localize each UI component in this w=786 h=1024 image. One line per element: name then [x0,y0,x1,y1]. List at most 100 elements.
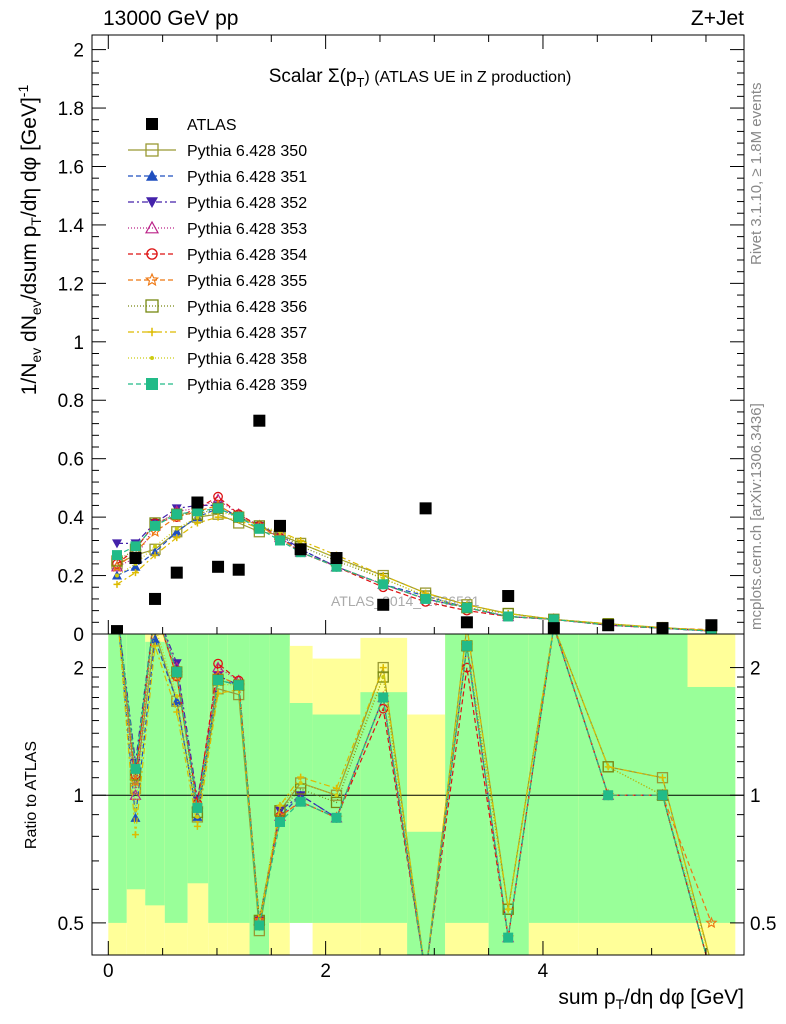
band-green-2 [145,641,165,906]
band-green-7 [249,634,270,955]
main-series-6 [111,502,718,634]
legend-label-9: Pythia 6.428 359 [187,377,307,394]
atlas-point-0 [110,625,123,634]
ratio-ytick-label-l-0: 0.5 [58,914,84,935]
main-series-group [110,491,718,634]
band-green-13 [445,634,489,923]
main-ytick-label-4: 0.8 [58,391,84,412]
legend-marker-6 [145,299,159,313]
main-point-9-0 [111,550,122,561]
main-line-5 [116,504,712,631]
ratio-ytick-label-l-1: 1 [73,786,84,807]
atlas-point-9 [294,543,307,556]
atlas-point-6 [232,563,245,576]
band-green-9 [289,703,313,923]
main-point-9-13 [461,602,472,613]
ratio-point-4-13 [461,662,472,673]
atlas-point-15 [547,622,560,634]
main-point-7-3 [173,534,181,542]
band-green-15 [528,634,579,923]
main-point-8-0 [114,573,119,578]
ratio-series-9 [119,634,707,955]
ratio-point-1-1 [130,812,141,822]
ratio-point-7-4 [193,822,201,830]
ratio-point-8-16 [606,764,611,769]
ratio-ytick-label-r-2: 2 [750,659,761,680]
main-ytick-label-8: 1.6 [58,157,84,178]
legend-marker-2 [146,197,158,208]
band-green-14 [488,634,529,955]
ratio-point-9-16 [603,790,614,801]
ratio-point-8-9 [298,780,303,785]
ratio-point-7-9 [297,773,305,781]
atlas-data-group [110,414,718,634]
ratio-point-8-1 [133,807,138,812]
ratio-point-8-4 [195,814,200,819]
ratio-point-9-6 [233,680,244,691]
ratio-point-1-2 [150,634,161,644]
rivet-label: Rivet 3.1.10, ≥ 1.8M events [748,83,765,266]
main-series-1 [111,503,716,634]
xtick-label-2: 4 [538,961,549,982]
header-right: Z+Jet [691,7,744,30]
main-point-7-5 [214,513,222,521]
legend-marker-8 [150,356,154,360]
header-left: 13000 GeV pp [103,7,238,30]
main-point-9-8 [274,535,285,546]
legend-marker-7 [147,327,157,337]
main-point-7-2 [151,551,159,559]
main-series-8 [114,509,714,633]
ratio-point-9-13 [461,640,472,651]
ratio-point-9-11 [378,692,389,703]
main-ytick-label-1: 0.2 [58,567,84,588]
ratio-point-9-7 [254,920,265,931]
ratio-point-9-10 [331,812,342,823]
main-line-7 [116,516,712,632]
x-axis-label: sum pT/dη dφ [GeV] [558,986,744,1012]
main-point-5-0 [110,560,124,572]
main-title-pre: Scalar Σ(p [269,66,357,87]
main-point-9-7 [254,523,265,534]
ratio-series-group [92,634,744,955]
main-point-9-3 [171,509,182,520]
main-series-9 [111,503,717,634]
main-point-7-0 [113,580,121,588]
main-ytick-label-2: 0.4 [58,508,85,529]
ratio-point-9-4 [192,802,203,813]
ratio-point-9-8 [274,816,285,827]
main-point-1-3 [171,526,182,536]
band-green-11 [360,692,408,923]
ratio-point-3-1 [129,788,142,800]
main-point-9-15 [548,614,559,625]
ratio-point-7-3 [173,708,181,716]
ratio-point-7-10 [333,784,340,792]
legend-label-7: Pythia 6.428 357 [187,325,307,342]
legend-label-2: Pythia 6.428 352 [187,195,307,212]
ratio-point-8-11 [381,675,386,680]
legend-label-6: Pythia 6.428 356 [187,299,307,316]
main-ytick-label-6: 1.2 [58,274,84,295]
main-point-1-1 [130,561,141,571]
main-point-8-3 [174,526,179,531]
ratio-panel [92,634,744,955]
legend-label-4: Pythia 6.428 354 [187,247,307,264]
ratio-point-0-17 [656,772,669,784]
ratio-point-6-11 [377,671,389,683]
ratio-point-9-17 [657,790,668,801]
main-line-2 [117,504,712,632]
main-line-9 [116,507,712,632]
ratio-ytick-label-r-1: 1 [750,786,761,807]
ratio-point-6-10 [330,796,343,809]
ratio-point-8-14 [506,907,511,912]
legend-marker-4 [146,248,158,260]
main-ytick-label-3: 0.6 [58,450,84,471]
legend-label-3: Pythia 6.428 353 [187,221,307,238]
main-line-0 [116,513,712,632]
main-ytick-label-10: 2 [73,41,84,62]
main-series-0 [111,508,718,634]
legend-label-8: Pythia 6.428 358 [187,351,307,368]
ratio-point-8-8 [277,803,282,808]
ratio-point-9-9 [295,796,306,807]
main-ytick-label-0: 0 [73,625,84,646]
